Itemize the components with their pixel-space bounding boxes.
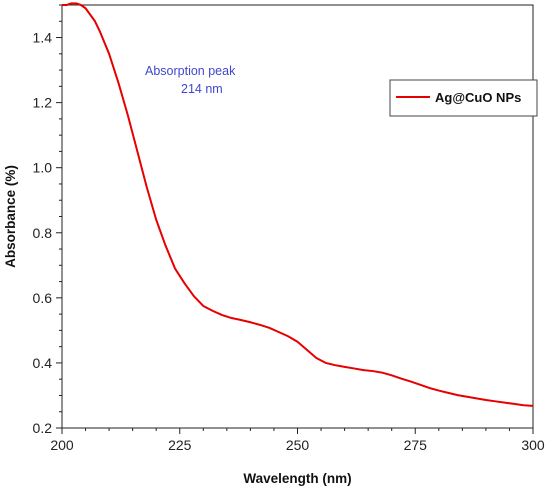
y-tick-label: 1.0	[33, 160, 53, 176]
x-axis-title: Wavelength (nm)	[243, 471, 351, 486]
plot-border	[61, 4, 534, 429]
y-tick-label: 0.4	[33, 355, 53, 371]
legend: Ag@CuO NPs	[389, 79, 538, 117]
line-layer	[62, 2, 534, 407]
annotation-peak-label: Absorption peak	[145, 64, 236, 78]
y-tick-label: 0.2	[33, 420, 53, 436]
y-tick-label: 0.6	[33, 290, 53, 306]
y-tick-label: 1.4	[33, 30, 53, 46]
x-tick-label: 200	[50, 437, 74, 453]
y-tick-label: 0.8	[33, 225, 53, 241]
series-line-ag-cuo	[62, 2, 534, 407]
plot-frame	[61, 4, 534, 429]
x-tick-label: 250	[286, 437, 310, 453]
y-axis-title: Absorbance (%)	[3, 165, 18, 268]
x-tick-label: 225	[168, 437, 192, 453]
legend-label: Ag@CuO NPs	[435, 90, 521, 105]
ticks-layer: 200 225 250 275 300 0.2 0.4 0.6 0.8 1.0 1.2 1.4	[33, 4, 545, 453]
y-tick-label: 1.2	[33, 95, 53, 111]
x-tick-label: 275	[404, 437, 428, 453]
x-tick-label: 300	[521, 437, 545, 453]
annotation-peak-value: 214 nm	[181, 82, 223, 96]
